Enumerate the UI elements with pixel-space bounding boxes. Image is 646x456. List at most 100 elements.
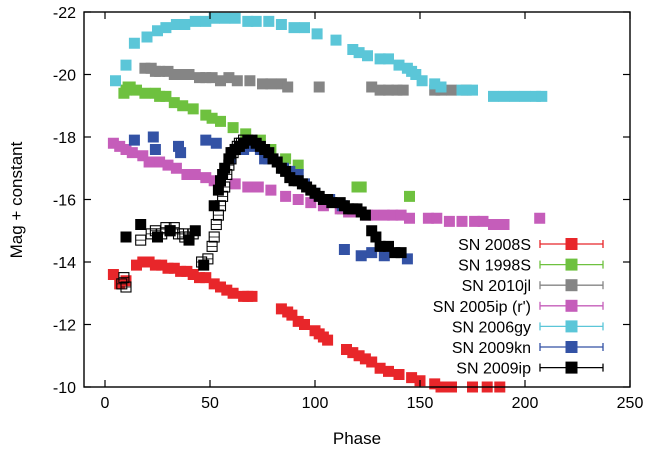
data-point	[383, 240, 394, 252]
data-point	[162, 65, 174, 77]
data-point	[395, 247, 407, 259]
data-point	[200, 72, 212, 84]
data-point	[288, 22, 300, 34]
data-point	[175, 147, 187, 159]
y-tick-label: -20	[53, 68, 76, 85]
legend-marker	[565, 361, 578, 374]
data-point	[378, 250, 390, 262]
data-point	[536, 90, 548, 102]
data-point	[275, 19, 287, 30]
data-point	[366, 81, 378, 93]
y-axis-label: Mag + constant	[7, 141, 26, 258]
data-point	[353, 47, 365, 59]
data-point	[200, 272, 212, 284]
data-point	[208, 200, 220, 212]
data-point	[179, 19, 191, 30]
data-point	[488, 90, 499, 102]
data-point	[223, 72, 235, 84]
data-point	[229, 178, 241, 190]
data-point	[374, 240, 386, 252]
data-point	[410, 69, 422, 80]
legend-label: SN 2008S	[458, 237, 531, 254]
data-point	[383, 53, 394, 65]
data-point	[378, 209, 390, 221]
data-point	[139, 62, 151, 74]
data-point	[341, 344, 352, 355]
data-point	[280, 165, 292, 177]
data-point	[429, 378, 441, 390]
legend-label: SN 2010jl	[462, 278, 531, 295]
data-point	[200, 109, 212, 121]
data-point	[456, 84, 468, 96]
series-sn-2006gy	[110, 12, 548, 102]
data-point	[477, 215, 489, 227]
x-tick-label: 150	[407, 395, 434, 412]
data-point	[242, 181, 254, 193]
data-point	[175, 69, 187, 80]
data-point	[110, 75, 121, 87]
data-point	[359, 209, 371, 221]
data-point	[326, 197, 338, 209]
data-point	[231, 75, 243, 87]
data-point	[416, 75, 428, 87]
data-point	[120, 144, 132, 155]
legend-marker	[565, 320, 578, 333]
data-point	[135, 219, 147, 230]
data-point	[200, 15, 212, 27]
data-point	[189, 15, 201, 27]
data-point	[107, 137, 119, 149]
data-point	[141, 31, 153, 43]
data-point	[120, 231, 132, 243]
data-point	[347, 44, 359, 55]
legend-entry: SN 1998S	[458, 258, 604, 275]
data-point	[173, 140, 184, 152]
data-point	[168, 69, 180, 80]
data-point	[374, 84, 386, 96]
data-point	[124, 81, 136, 93]
x-axis-label: Phase	[333, 429, 381, 448]
data-point	[275, 78, 287, 90]
legend-entry: SN 2005ip (r')	[433, 299, 604, 316]
data-point	[355, 250, 367, 262]
y-tick-label: -14	[53, 255, 76, 272]
data-point	[206, 112, 218, 124]
data-point	[215, 281, 226, 293]
data-point	[212, 184, 224, 196]
data-point	[370, 231, 382, 243]
legend-marker	[565, 238, 578, 250]
data-point	[221, 284, 233, 296]
data-marks	[107, 12, 548, 393]
data-point	[446, 84, 457, 96]
data-point	[187, 269, 199, 280]
data-point	[469, 215, 481, 227]
legend: SN 2008S SN 1998S SN 2010jl SN 2005ip (r') S…	[433, 237, 604, 378]
data-point	[194, 272, 205, 284]
data-point	[280, 153, 292, 165]
data-point	[149, 259, 161, 271]
data-point	[292, 169, 304, 180]
data-point	[391, 84, 403, 96]
data-point	[210, 137, 222, 149]
data-point	[137, 150, 149, 162]
data-point	[322, 334, 334, 346]
data-point	[368, 209, 380, 221]
data-point	[244, 75, 256, 87]
data-point	[299, 319, 310, 330]
data-point	[292, 315, 304, 327]
data-point	[137, 256, 149, 268]
legend-marker	[565, 341, 578, 353]
x-tick-label: 50	[201, 395, 219, 412]
y-tick-label: -18	[53, 130, 76, 147]
data-point	[126, 147, 138, 159]
data-point	[215, 115, 226, 127]
data-point	[227, 287, 239, 299]
data-point	[313, 81, 325, 93]
data-point	[338, 244, 350, 255]
data-point	[530, 90, 541, 102]
data-point	[162, 159, 174, 171]
axes: 0 50 100 150 200 250 -10 -12 -14 -16 -18 -20 -22	[53, 5, 644, 412]
x-tick-label: 0	[101, 395, 110, 412]
data-point	[509, 90, 520, 102]
data-point	[280, 190, 292, 202]
data-point	[393, 369, 405, 380]
